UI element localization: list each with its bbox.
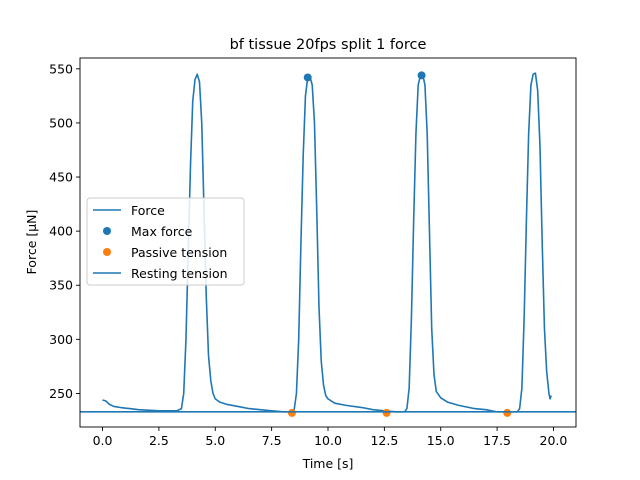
x-tick-label: 0.0: [93, 433, 113, 448]
legend-resting-tension-label: Resting tension: [131, 266, 228, 281]
legend: Force Max force Passive tension Resting …: [86, 197, 245, 286]
x-tick-label: 10.0: [314, 433, 342, 448]
legend-passive-tension-swatch: [103, 248, 111, 256]
x-tick-label: 20.0: [540, 433, 568, 448]
axes-frame: [79, 57, 577, 428]
y-tick-label: 400: [49, 224, 73, 239]
passive-tension-point: [382, 408, 391, 417]
x-tick-label: 15.0: [427, 433, 455, 448]
passive-tension-point: [287, 408, 296, 417]
x-tick-label: 5.0: [205, 433, 225, 448]
y-axis: 250 300 350 400 450 500 550: [49, 61, 80, 401]
y-tick-label: 350: [49, 278, 73, 293]
x-tick-label: 17.5: [483, 433, 511, 448]
x-axis-label: Time [s]: [302, 456, 354, 471]
x-tick-label: 7.5: [262, 433, 282, 448]
x-axis: 0.0 2.5 5.0 7.5 10.0 12.5 15.0 17.5 20.0: [93, 427, 568, 448]
x-tick-label: 12.5: [370, 433, 398, 448]
chart-title: bf tissue 20fps split 1 force: [230, 37, 427, 53]
y-axis-label: Force [µN]: [24, 210, 39, 275]
legend-passive-tension-label: Passive tension: [131, 245, 227, 260]
legend-force-label: Force: [131, 203, 165, 218]
legend-box: [86, 197, 245, 286]
plot-area: [80, 71, 576, 417]
max-force-point: [417, 71, 426, 80]
y-tick-label: 250: [49, 386, 73, 401]
x-tick-label: 2.5: [149, 433, 169, 448]
max-force-point: [303, 73, 312, 82]
y-tick-label: 500: [49, 115, 73, 130]
y-tick-label: 550: [49, 61, 73, 76]
y-tick-label: 300: [49, 332, 73, 347]
legend-max-force-swatch: [103, 227, 111, 235]
y-tick-label: 450: [49, 170, 73, 185]
plot-series: [80, 71, 576, 417]
passive-tension-point: [503, 408, 512, 417]
legend-max-force-label: Max force: [131, 224, 193, 239]
